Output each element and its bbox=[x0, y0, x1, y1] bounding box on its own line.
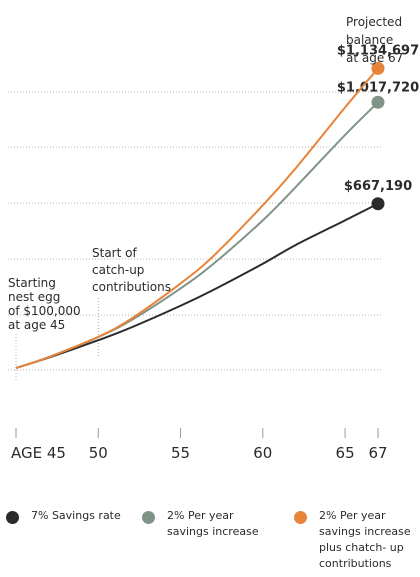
legend-label-savings-increase: 2% Per year savings increase bbox=[167, 509, 259, 538]
series-endpoint-catch-up bbox=[371, 61, 385, 75]
series-line-savings-rate bbox=[15, 202, 379, 369]
series-end-label-savings-rate: $667,190 bbox=[344, 179, 412, 194]
series-endpoint-savings-rate bbox=[371, 197, 385, 211]
series-endpoint-savings-increase bbox=[371, 95, 385, 109]
x-tick-label-4: 65 bbox=[336, 444, 355, 462]
x-tick-label-0: AGE 45 bbox=[11, 444, 66, 462]
annotation-start-catch-up: Start of catch-up contributions bbox=[92, 246, 171, 294]
x-tick-label-5: 67 bbox=[368, 444, 387, 462]
legend-dot-catch-up bbox=[294, 511, 307, 524]
legend-item-savings-rate: 7% Savings rate bbox=[6, 508, 121, 524]
legend-item-savings-increase: 2% Per year savings increase bbox=[142, 508, 259, 540]
x-tick-label-1: 50 bbox=[89, 444, 108, 462]
series-end-label-catch-up: $1,134,697 bbox=[337, 43, 419, 58]
series-line-catch-up bbox=[15, 67, 379, 369]
legend-dot-savings-increase bbox=[142, 511, 155, 524]
series-line-savings-increase bbox=[15, 101, 379, 369]
x-tick-label-2: 55 bbox=[171, 444, 190, 462]
annotation-starting-nest-egg: Starting nest egg of $100,000 at age 45 bbox=[8, 276, 81, 332]
legend-item-catch-up: 2% Per year savings increase plus chatch… bbox=[294, 508, 411, 572]
legend-label-catch-up: 2% Per year savings increase plus chatch… bbox=[319, 509, 411, 570]
annotation-projected-balance: Projected balance at age 67 bbox=[346, 15, 403, 65]
series-end-label-savings-increase: $1,017,720 bbox=[337, 80, 419, 95]
projection-line-chart: AGE 45 50 55 60 65 67 $667,190 $1,017,720 $1,134… bbox=[8, 15, 419, 462]
legend-label-savings-rate: 7% Savings rate bbox=[31, 509, 121, 522]
legend-dot-savings-rate bbox=[6, 511, 19, 524]
chart-legend: 7% Savings rate 2% Per year savings incr… bbox=[0, 508, 420, 570]
x-tick-label-3: 60 bbox=[253, 444, 272, 462]
